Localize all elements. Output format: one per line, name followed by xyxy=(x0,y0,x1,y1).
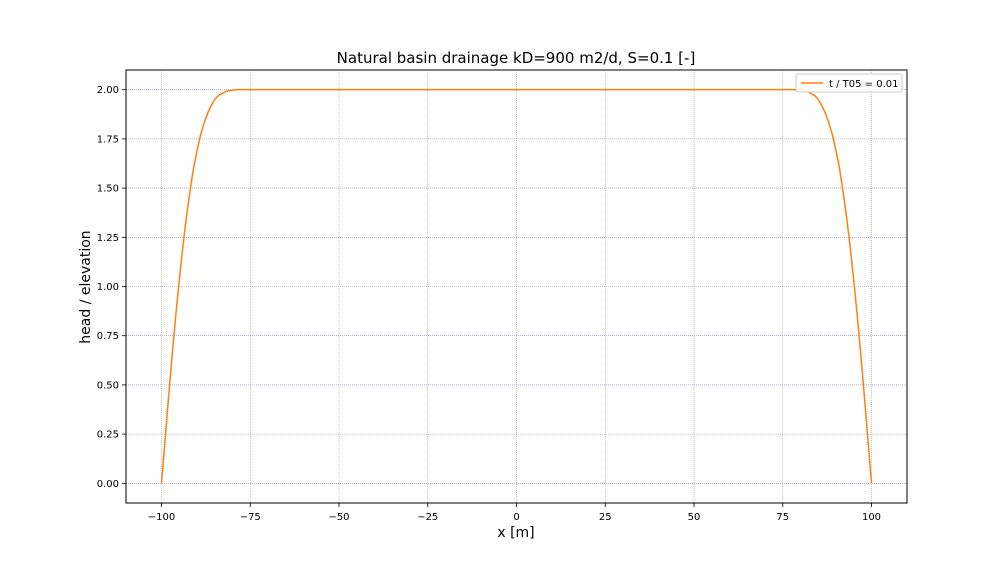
x-axis: −100 −75 −50 −25 0 25 50 75 100 xyxy=(148,503,881,523)
legend-label: t / T05 = 0.01 xyxy=(829,79,898,90)
y-tick-label: 0.50 xyxy=(97,380,119,391)
x-tick-label: 75 xyxy=(776,512,789,523)
x-axis-label: x [m] xyxy=(497,525,534,541)
x-tick-label: 50 xyxy=(688,512,701,523)
y-tick-label: 1.75 xyxy=(97,134,119,145)
y-tick-label: 1.50 xyxy=(97,184,119,195)
chart-title: Natural basin drainage kD=900 m2/d, S=0.… xyxy=(337,49,696,67)
y-tick-label: 2.00 xyxy=(97,85,119,96)
legend: t / T05 = 0.01 xyxy=(795,73,903,93)
series-layer xyxy=(160,88,873,484)
x-tick-label: −25 xyxy=(417,512,438,523)
series-line-0 xyxy=(160,88,873,484)
legend-box xyxy=(795,73,903,93)
y-tick-label: 1.00 xyxy=(97,282,119,293)
y-tick-label: 0.75 xyxy=(97,331,119,342)
x-tick-label: 25 xyxy=(599,512,612,523)
y-tick-label: 0.00 xyxy=(97,479,119,490)
x-tick-label: 0 xyxy=(513,512,519,523)
grid xyxy=(126,70,907,503)
x-tick-label: 100 xyxy=(862,512,881,523)
x-tick-label: −100 xyxy=(148,512,175,523)
y-tick-label: 1.25 xyxy=(97,233,119,244)
y-tick-label: 0.25 xyxy=(97,430,119,441)
x-tick-label: −50 xyxy=(328,512,349,523)
x-tick-label: −75 xyxy=(240,512,261,523)
y-axis-label: head / elevation xyxy=(78,230,94,343)
y-axis: 0.00 0.25 0.50 0.75 1.00 1.25 1.50 1.75 2.00 xyxy=(97,85,126,490)
